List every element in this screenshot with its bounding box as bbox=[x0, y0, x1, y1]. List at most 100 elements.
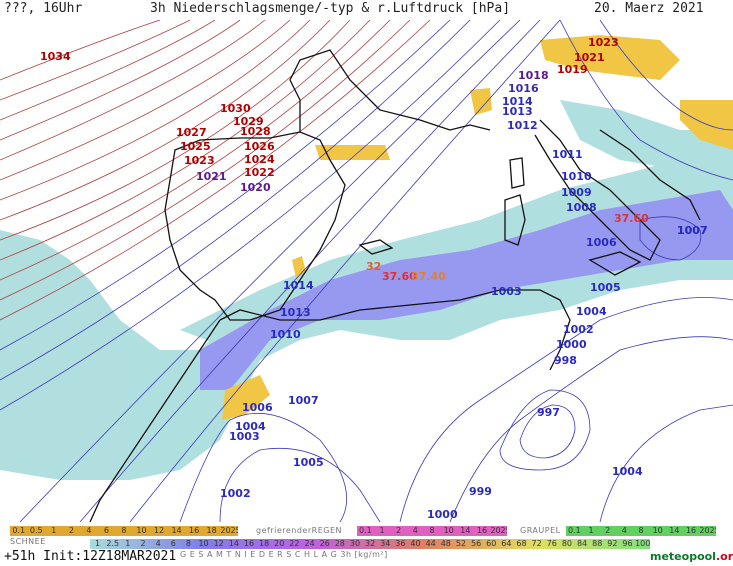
legend-tick: 2 bbox=[396, 526, 402, 535]
legend-tick: 4 bbox=[621, 526, 627, 535]
pressure-label: 998 bbox=[554, 354, 577, 367]
legend-tick: 56 bbox=[470, 539, 482, 548]
legend-tick: 18 bbox=[259, 539, 270, 548]
legend-tick: 2025+ bbox=[220, 526, 238, 535]
legend-tick: 100 bbox=[635, 539, 651, 548]
pressure-label: 1022 bbox=[244, 166, 275, 179]
legend-tick: 1 bbox=[51, 526, 57, 535]
precipitation-legend: 0.10.51246810121416182025+ SCHNEE gefrie… bbox=[0, 522, 733, 566]
pressure-label: 1009 bbox=[561, 186, 592, 199]
pressure-label: 999 bbox=[469, 485, 492, 498]
pressure-label: 997 bbox=[537, 406, 560, 419]
legend-tick: 8 bbox=[121, 526, 127, 535]
legend-tick: 12 bbox=[213, 539, 224, 548]
legend-tick: 8 bbox=[638, 526, 644, 535]
pressure-label: 1004 bbox=[235, 420, 266, 433]
pressure-label: 1021 bbox=[574, 51, 605, 64]
legend-tick: 16 bbox=[243, 539, 255, 548]
pressure-label: 1000 bbox=[427, 508, 458, 521]
coast-africa bbox=[219, 289, 571, 371]
legend-tick: 88 bbox=[592, 539, 603, 548]
pressure-label: 1006 bbox=[586, 236, 617, 249]
precip-area-italy bbox=[560, 100, 733, 170]
pressure-label: 1016 bbox=[508, 82, 539, 95]
pressure-label: 1010 bbox=[270, 328, 301, 341]
coast-italy-east bbox=[599, 129, 701, 221]
precipitation-layer bbox=[0, 35, 733, 480]
legend-tick: 52 bbox=[455, 539, 467, 548]
brand-suffix: .org bbox=[715, 550, 733, 563]
pressure-labels: 1034 1030 1029 1028 1027 1026 1025 1024 … bbox=[40, 36, 708, 521]
legend-tick: 68 bbox=[516, 539, 527, 548]
legend-tick: 0.5 bbox=[29, 526, 43, 535]
legend-tick: 8 bbox=[185, 539, 191, 548]
legend-tick: 36 bbox=[395, 539, 406, 548]
legend-tick: 16 bbox=[476, 526, 488, 535]
map-header: ???, 16Uhr 3h Niederschlagsmenge/-typ & … bbox=[0, 0, 733, 20]
weather-map: 1034 1030 1029 1028 1027 1026 1025 1024 … bbox=[0, 20, 733, 522]
brand-name: meteopool bbox=[650, 550, 716, 563]
legend-tick: 10 bbox=[136, 526, 147, 535]
pressure-label: 1029 bbox=[233, 115, 264, 128]
map-title: 3h Niederschlagsmenge/-typ & r.Luftdruck… bbox=[150, 1, 511, 16]
legend-tick: 10 bbox=[443, 526, 454, 535]
pressure-label: 1013 bbox=[502, 105, 533, 118]
precip-area-atlantic bbox=[0, 230, 260, 480]
legend-tick: 12 bbox=[153, 526, 165, 535]
pressure-label: 32 bbox=[366, 260, 381, 273]
pressure-label: 1008 bbox=[566, 201, 597, 214]
isobars-low bbox=[0, 20, 733, 522]
total-precip-caption: G E S A M T N I E D E R S C H L A G 3h [… bbox=[180, 550, 388, 559]
pressure-label: 1027 bbox=[176, 126, 207, 139]
legend-tick: 92 bbox=[607, 539, 618, 548]
legend-tick: 2025+ bbox=[490, 526, 507, 535]
legend-tick: 16 bbox=[188, 526, 200, 535]
legend-tick: 14 bbox=[171, 526, 182, 535]
legend-tick: 30 bbox=[349, 539, 361, 548]
coast-italy bbox=[534, 119, 661, 261]
legend-tick: 14 bbox=[460, 526, 471, 535]
pressure-label: 1007 bbox=[677, 224, 708, 237]
legend-tick: 96 bbox=[622, 539, 633, 548]
pressure-label: 37.40 bbox=[411, 270, 446, 283]
pressure-label: 1012 bbox=[507, 119, 538, 132]
pressure-label: 1021 bbox=[196, 170, 227, 183]
legend-tick: 18 bbox=[206, 526, 217, 535]
pressure-label: 1014 bbox=[502, 95, 533, 108]
graupel-scale: 0.1 1 2 4 8 10 14 162025+ bbox=[566, 526, 716, 536]
pressure-label: 1020 bbox=[240, 181, 271, 194]
pressure-label: 1007 bbox=[288, 394, 319, 407]
pressure-label: 1023 bbox=[184, 154, 215, 167]
pressure-label: 1002 bbox=[563, 323, 594, 336]
precip-area-pyrenees-snow bbox=[315, 145, 390, 160]
meteopool-logo[interactable]: meteopool.org bbox=[650, 550, 733, 563]
pressure-label: 1003 bbox=[491, 285, 522, 298]
precip-area-alps-snow bbox=[540, 35, 680, 80]
pressure-label: 1030 bbox=[220, 102, 251, 115]
pressure-label: 1014 bbox=[283, 279, 314, 292]
pressure-label: 1002 bbox=[220, 487, 251, 500]
legend-tick: 8 bbox=[429, 526, 435, 535]
pressure-label: 1025 bbox=[180, 140, 211, 153]
pressure-label: 1006 bbox=[242, 401, 273, 414]
coast-morocco-atlantic bbox=[89, 319, 221, 522]
isobars-high bbox=[0, 20, 431, 321]
legend-tick: 26 bbox=[319, 539, 330, 548]
pressure-label: 37.60 bbox=[382, 270, 417, 283]
legend-tick: 14 bbox=[228, 539, 239, 548]
legend-tick: 1 bbox=[588, 526, 594, 535]
coast-sicily bbox=[588, 251, 642, 276]
precip-area-spain-snow bbox=[292, 256, 306, 278]
pressure-label: 1013 bbox=[280, 306, 311, 319]
legend-tick: 2.5 bbox=[106, 539, 120, 548]
pressure-label: 1024 bbox=[244, 153, 275, 166]
legend-tick: 6 bbox=[103, 526, 109, 535]
total-precip-scale: 1 2.5 1 2 4 6 8 10 12 14 16 18 20 22 24 26 28 30 32 34 36 40 4… bbox=[90, 539, 650, 549]
coast-balearics bbox=[358, 239, 394, 255]
pressure-label: 1023 bbox=[588, 36, 619, 49]
coast-france bbox=[289, 49, 491, 132]
legend-tick: 2025+ bbox=[699, 526, 716, 535]
legend-tick: 60 bbox=[486, 539, 497, 548]
legend-tick: 44 bbox=[425, 539, 436, 548]
pressure-label: 1011 bbox=[552, 148, 583, 161]
